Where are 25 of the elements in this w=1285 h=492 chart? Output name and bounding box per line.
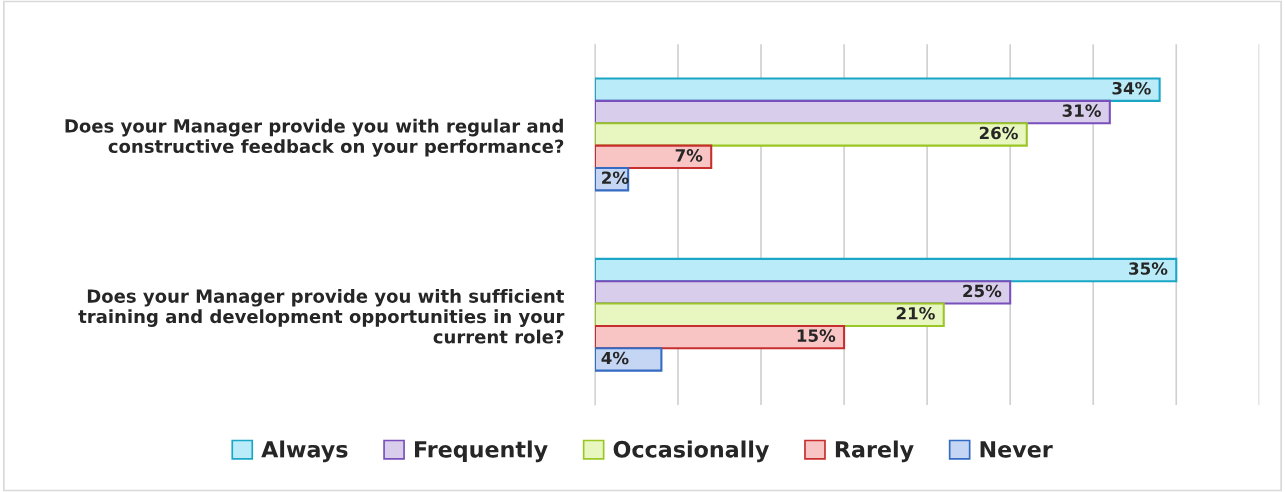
bar [594,77,1161,102]
data-label: 34% [1112,81,1151,95]
y-tick-label: Does your Manager provide you with regular and constructive feedback on your performance? [65,118,564,157]
bar [594,99,1111,125]
data-label: 7% [675,149,703,162]
data-label: 26% [979,126,1018,140]
data-label: 21% [896,306,935,320]
legend-label: Frequently [414,440,548,463]
bar [594,324,846,350]
legend-label: Occasionally [613,440,770,463]
data-label: 15% [797,329,836,342]
data-label: 25% [963,284,1002,298]
legend-label: Never [980,441,1053,458]
bar [594,302,945,327]
data-label: 4% [601,351,629,365]
bar [594,257,1178,283]
bar [594,280,1012,305]
data-label: 35% [1129,262,1168,275]
bar [594,347,663,372]
legend-label: Rarely [835,440,914,463]
y-tick-label: Does your Manager provide you with sufficient training and development opportunities in your current role? [78,288,565,344]
data-label: 31% [1062,104,1101,117]
legend-label: Always [261,440,348,463]
bar [594,122,1028,147]
bar [594,144,713,170]
